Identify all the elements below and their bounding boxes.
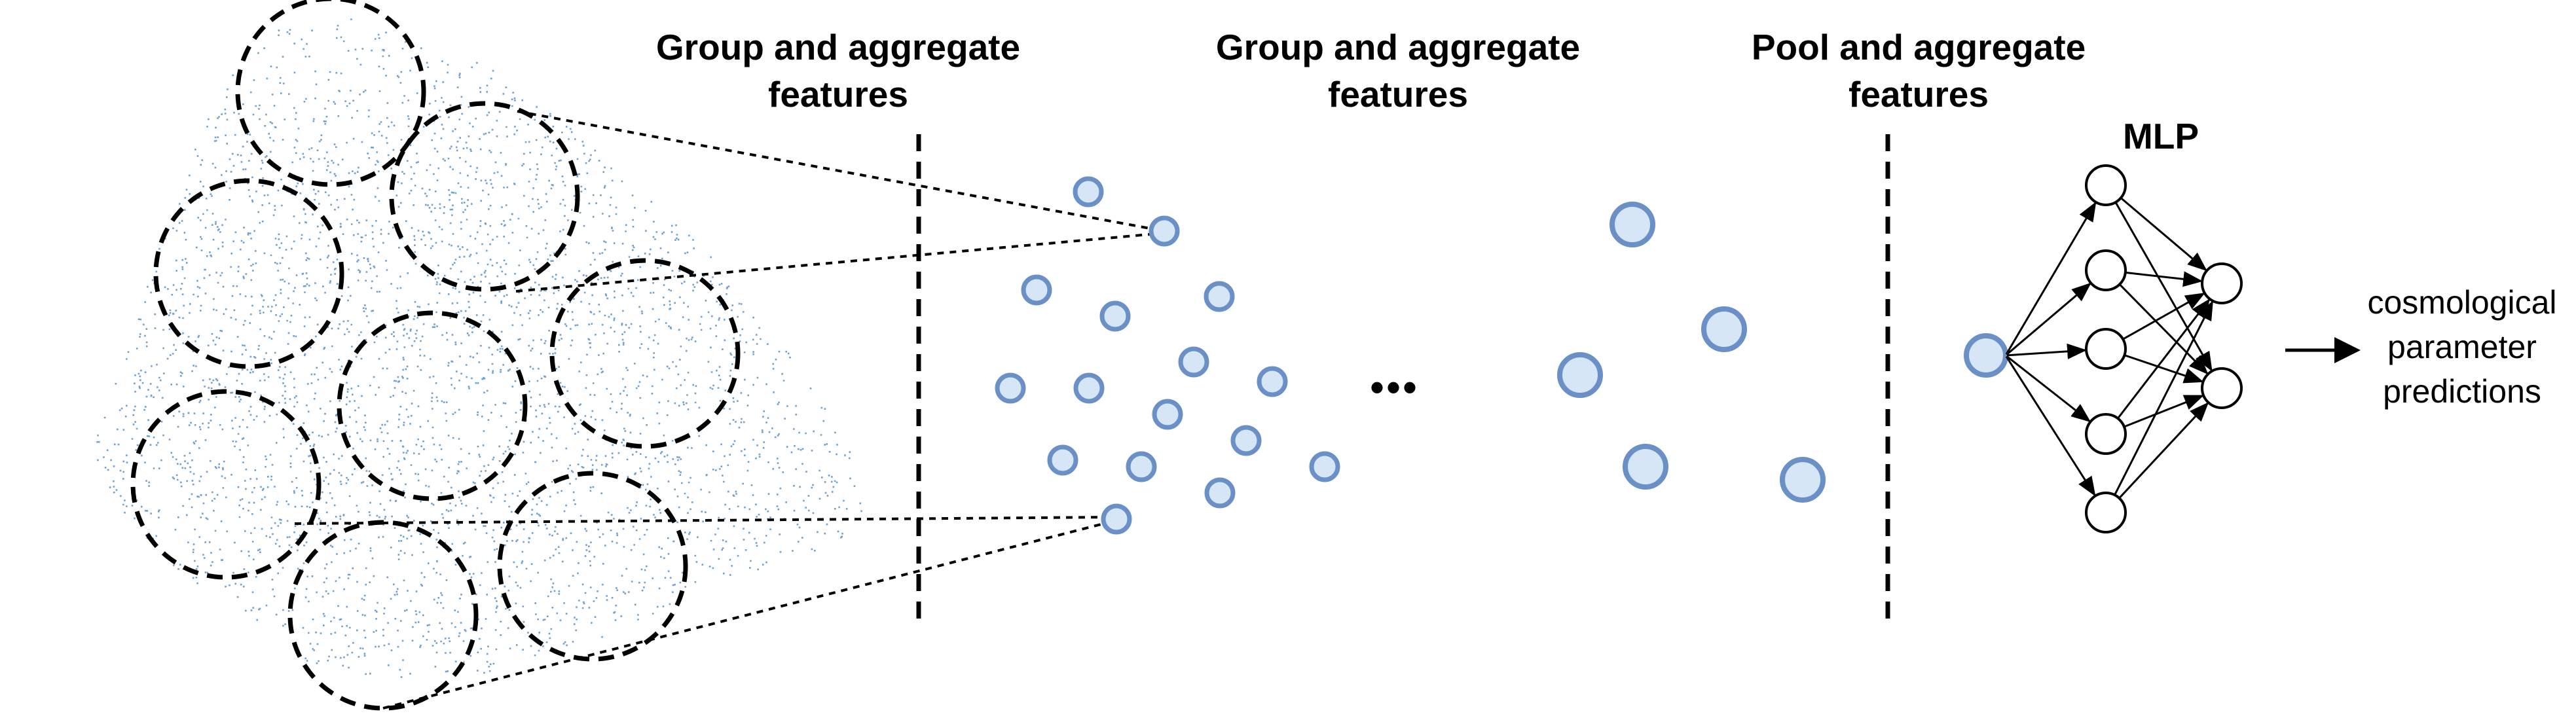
group-circle-8: [287, 520, 479, 711]
stage1-label-line2: features: [768, 74, 908, 115]
mlp-output-node-2: [2201, 367, 2243, 409]
level1-node-13: [1126, 451, 1157, 482]
stage2-label-line2: features: [1328, 74, 1468, 115]
mlp-edge-in-h4: [2006, 355, 2091, 423]
group-circle-3: [153, 178, 344, 369]
mlp-nodes: [2085, 164, 2243, 533]
group-circle-5: [337, 310, 528, 501]
mlp-output-node-1: [2201, 262, 2243, 304]
stage3-label: Pool and aggregate features: [1689, 24, 2148, 118]
output-label-line3: predictions: [2383, 373, 2541, 410]
output-label: cosmological parameter predictions: [2357, 280, 2567, 414]
level2-node-1: [1610, 202, 1655, 247]
mlp-edge-h5-o1: [2114, 300, 2213, 495]
mlp-edge-h3-o1: [2122, 293, 2205, 340]
stage1-label-line1: Group and aggregate: [655, 27, 1021, 67]
mlp-title: MLP: [2122, 116, 2199, 156]
mlp-hidden-node-3: [2085, 328, 2127, 370]
level1-node-5: [1204, 281, 1235, 312]
mlp-hidden-node-5: [2085, 492, 2127, 533]
level2-node-4: [1623, 444, 1668, 490]
grouping-projection-lines: [294, 110, 1165, 710]
mlp-edge-h1-o1: [2120, 197, 2207, 272]
group-circle-7: [497, 471, 688, 662]
stage3-label-line1: Pool and aggregate: [1751, 27, 2086, 67]
stage3-label-line2: features: [1849, 74, 1989, 115]
mlp-edge-h4-o1: [2117, 298, 2211, 420]
mlp-edge-h1-o2: [2114, 202, 2213, 372]
level1-node-11: [1230, 425, 1262, 456]
mlp-edge-in-h1: [2005, 201, 2097, 355]
level1-node-9: [1257, 366, 1288, 397]
mlp-edge-h2-o1: [2125, 271, 2203, 287]
mlp-edge-in-h3: [2006, 343, 2088, 359]
mlp-edge-h5-o2: [2118, 402, 2209, 499]
level1-node-3: [1021, 274, 1052, 306]
level2-feature-nodes: [1557, 202, 1826, 503]
mlp-edges: [2005, 197, 2213, 499]
projection-line-3: [294, 516, 1117, 525]
group-circle-1: [235, 0, 426, 187]
level2-node-5: [1780, 457, 1826, 503]
level1-node-1: [1073, 176, 1104, 207]
mlp-hidden-node-4: [2085, 413, 2127, 455]
level1-node-8: [1073, 372, 1105, 404]
mlp-edge-h3-o2: [2124, 354, 2204, 384]
mlp-hidden-node-1: [2085, 164, 2127, 206]
mlp-edge-h2-o2: [2118, 283, 2209, 375]
group-circle-2: [389, 101, 580, 292]
stage2-label-line1: Group and aggregate: [1215, 27, 1581, 67]
stage1-label: Group and aggregate features: [609, 24, 1067, 118]
pooled-feature-node-group: [1964, 333, 2008, 378]
mlp-hidden-node-2: [2085, 249, 2127, 291]
level1-node-6: [1178, 346, 1209, 378]
projection-line-2: [515, 232, 1165, 293]
level1-node-2: [1149, 215, 1180, 247]
output-label-line2: parameter: [2387, 329, 2537, 365]
mlp-edge-in-h2: [2006, 282, 2091, 355]
ellipsis-dots: •••: [1370, 365, 1419, 409]
level1-node-7: [995, 372, 1026, 404]
mlp-edge-h4-o2: [2124, 395, 2205, 428]
grouping-circles: [130, 0, 741, 711]
pooled-feature-node: [1964, 333, 2008, 378]
level1-feature-nodes: [995, 176, 1340, 535]
level2-node-3: [1557, 352, 1603, 398]
level1-node-12: [1047, 444, 1078, 476]
projection-line-1: [517, 110, 1165, 232]
stage2-label: Group and aggregate features: [1169, 24, 1627, 118]
level2-node-2: [1701, 306, 1747, 352]
mlp-edge-in-h5: [2005, 355, 2096, 497]
output-label-line1: cosmological: [2367, 284, 2557, 321]
group-circle-6: [130, 389, 322, 580]
level1-node-14: [1309, 451, 1340, 482]
group-circle-4: [549, 258, 741, 449]
level1-node-4: [1099, 300, 1131, 332]
level1-node-15: [1204, 477, 1236, 509]
projection-line-4: [382, 519, 1117, 710]
level1-node-10: [1152, 399, 1183, 430]
level1-node-16: [1101, 503, 1132, 535]
